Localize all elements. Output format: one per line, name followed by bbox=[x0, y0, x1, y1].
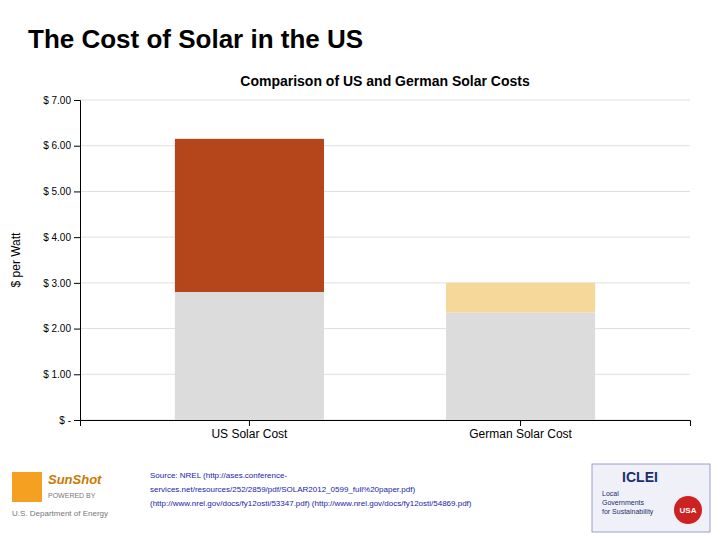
axis-line bbox=[81, 421, 691, 427]
y-axis: $ - $ 1.00 $ 2.00 $ 3.00 $ 4.00 $ 5.00 $ 6.00 $… bbox=[43, 95, 80, 426]
tick: $ 3.00 bbox=[43, 278, 80, 289]
source-text: (http://www.nrel.gov/docs/fy12osti/53347… bbox=[150, 499, 472, 508]
subtitle: Comparison of US and German Solar Costs bbox=[240, 73, 530, 89]
tick-mark bbox=[74, 237, 80, 238]
grid-line bbox=[80, 237, 690, 238]
tick-label: German Solar Cost bbox=[469, 427, 572, 441]
tick-label: US Solar Cost bbox=[211, 427, 288, 441]
tick-label: $ 2.00 bbox=[43, 323, 71, 334]
tick-mark bbox=[74, 329, 80, 330]
grid-line bbox=[80, 374, 690, 375]
tick: $ 2.00 bbox=[43, 323, 80, 334]
tick-label: $ 6.00 bbox=[43, 140, 71, 151]
y-axis-title: $ per Watt bbox=[9, 232, 23, 288]
axis-line bbox=[74, 101, 81, 421]
tick-mark bbox=[74, 374, 80, 375]
bar bbox=[446, 313, 595, 420]
source-text: services.net/resources/252/2859/pdf/SOLA… bbox=[150, 485, 415, 494]
logo-text: LocalGovernmentsfor Sustainability bbox=[602, 490, 654, 516]
tick-label: $ - bbox=[59, 415, 71, 426]
tick-mark bbox=[520, 420, 521, 426]
logo-mark bbox=[12, 472, 42, 502]
logo-badge bbox=[674, 496, 702, 524]
tick: $ 5.00 bbox=[43, 186, 80, 197]
tick: $ 7.00 bbox=[43, 95, 80, 106]
grid-line bbox=[80, 282, 690, 283]
x-axis: US Solar Cost German Solar Cost bbox=[81, 420, 691, 441]
tick: $ 1.00 bbox=[43, 369, 80, 380]
bar bbox=[446, 283, 595, 313]
tick: US Solar Cost bbox=[211, 420, 288, 441]
grid-line bbox=[80, 100, 690, 101]
tick-mark bbox=[74, 146, 80, 147]
tick-label: $ 1.00 bbox=[43, 369, 71, 380]
bars bbox=[175, 139, 595, 420]
grid-line bbox=[80, 191, 690, 192]
logo-text: POWERED BY bbox=[48, 492, 96, 499]
grid-line bbox=[80, 328, 690, 329]
tick-label: $ 5.00 bbox=[43, 186, 71, 197]
tick-label: $ 7.00 bbox=[43, 95, 71, 106]
tick-mark bbox=[74, 100, 80, 101]
bar bbox=[175, 292, 324, 420]
logo-text: USA bbox=[680, 506, 697, 515]
tick-mark bbox=[74, 191, 80, 192]
bar bbox=[175, 139, 324, 292]
chart: The Cost of Solar in the US Comparison of… bbox=[0, 0, 720, 540]
logo-text: U.S. Department of Energy bbox=[12, 509, 108, 518]
tick-mark bbox=[249, 420, 250, 426]
plot: $ - $ 1.00 $ 2.00 $ 3.00 $ 4.00 $ 5.00 $ 6.00 $… bbox=[43, 95, 690, 441]
logo-text: SunShot bbox=[48, 472, 102, 487]
tick: German Solar Cost bbox=[469, 420, 572, 441]
tick: $ 6.00 bbox=[43, 140, 80, 151]
logo-text: ICLEI bbox=[622, 469, 658, 485]
tick: $ - bbox=[59, 415, 80, 426]
tick: $ 4.00 bbox=[43, 232, 80, 243]
grid-line bbox=[80, 145, 690, 146]
tick-label: $ 3.00 bbox=[43, 278, 71, 289]
tick-mark bbox=[74, 283, 80, 284]
logo-box bbox=[592, 464, 710, 532]
grid bbox=[80, 100, 690, 420]
tick-label: $ 4.00 bbox=[43, 232, 71, 243]
title: The Cost of Solar in the US bbox=[28, 24, 363, 54]
tick-mark bbox=[74, 420, 80, 421]
source-text: Source: NREL (http://ases.conference- bbox=[150, 471, 287, 480]
footer: Source: NREL (http://ases.conference-ser… bbox=[12, 464, 710, 532]
